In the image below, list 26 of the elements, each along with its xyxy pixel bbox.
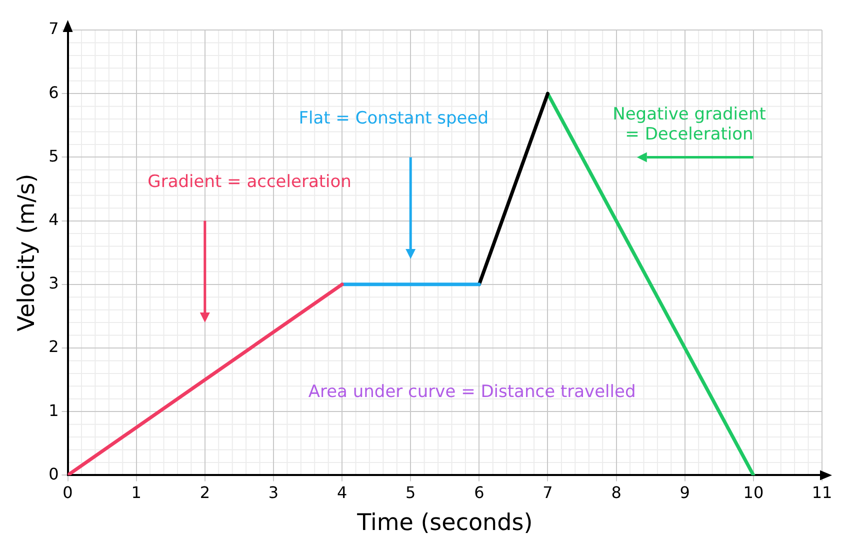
x-tick-label: 9 bbox=[680, 482, 690, 502]
annotation: Gradient = acceleration bbox=[148, 172, 352, 192]
x-tick-label: 1 bbox=[131, 482, 142, 502]
annotation: Area under curve = Distance travelled bbox=[308, 382, 636, 402]
y-tick-label: 2 bbox=[48, 337, 59, 356]
y-axis-title: Velocity (m/s) bbox=[14, 174, 40, 332]
annotation: Negative gradient = Deceleration bbox=[612, 104, 766, 145]
y-tick-label: 6 bbox=[48, 82, 59, 102]
x-axis-title: Time (seconds) bbox=[356, 510, 533, 536]
x-tick-label: 8 bbox=[611, 482, 622, 502]
x-tick-label: 10 bbox=[743, 482, 764, 502]
x-tick-label: 0 bbox=[62, 482, 73, 502]
y-tick-label: 3 bbox=[48, 274, 59, 293]
x-tick-label: 7 bbox=[542, 482, 553, 502]
y-tick-label: 4 bbox=[48, 210, 59, 229]
y-tick-label: 5 bbox=[48, 146, 59, 166]
y-tick-label: 7 bbox=[48, 19, 59, 38]
x-tick-label: 4 bbox=[336, 482, 348, 502]
x-tick-label: 3 bbox=[268, 482, 279, 502]
x-tick-label: 5 bbox=[406, 482, 416, 502]
annotation: Flat = Constant speed bbox=[298, 108, 489, 128]
x-tick-label: 11 bbox=[812, 482, 832, 502]
x-tick-label: 6 bbox=[474, 482, 484, 502]
x-tick-label: 2 bbox=[200, 482, 210, 502]
y-tick-label: 1 bbox=[48, 400, 59, 420]
y-tick-label: 0 bbox=[48, 464, 59, 484]
